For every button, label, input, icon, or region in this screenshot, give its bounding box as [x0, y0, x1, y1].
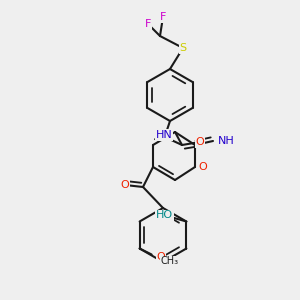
Text: F: F: [145, 19, 151, 29]
Text: HO: HO: [156, 211, 173, 220]
Text: NH: NH: [218, 136, 234, 146]
Text: O: O: [156, 253, 165, 262]
Text: O: O: [196, 137, 204, 147]
Text: CH₃: CH₃: [160, 256, 179, 266]
Text: F: F: [160, 12, 166, 22]
Text: O: O: [121, 180, 129, 190]
Text: O: O: [199, 162, 207, 172]
Text: S: S: [179, 43, 187, 53]
Text: HN: HN: [156, 130, 172, 140]
